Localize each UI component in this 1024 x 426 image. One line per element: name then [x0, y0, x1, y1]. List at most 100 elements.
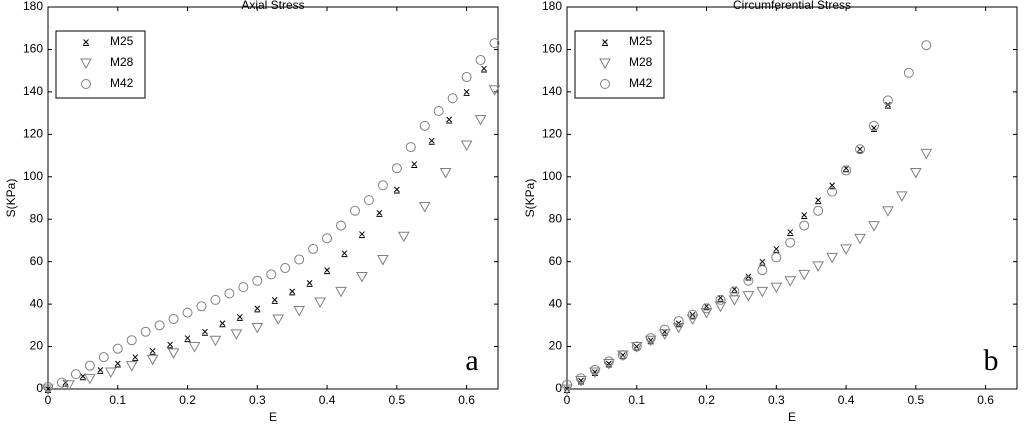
data-point — [112, 343, 123, 354]
data-point — [56, 377, 67, 388]
y-tick-label: 180 — [23, 0, 43, 13]
data-point — [447, 93, 458, 104]
data-point — [132, 354, 139, 362]
data-point — [728, 295, 741, 306]
data-point — [784, 276, 797, 287]
data-point — [251, 322, 264, 334]
legend-box — [55, 30, 146, 99]
data-point — [815, 197, 822, 205]
data-point — [377, 180, 388, 191]
data-point — [799, 220, 810, 231]
y-tick-label: 100 — [542, 169, 562, 183]
data-point — [97, 367, 104, 374]
data-point — [154, 320, 165, 331]
data-point — [701, 303, 712, 314]
data-point — [188, 342, 201, 353]
x-tick-label: 0.2 — [698, 393, 715, 407]
data-point — [428, 137, 435, 145]
data-point — [224, 288, 235, 299]
legend-marker — [600, 79, 610, 89]
legend-label: M28 — [110, 55, 134, 69]
data-point — [98, 352, 109, 363]
legend-label: M25 — [110, 34, 134, 48]
data-point — [146, 354, 159, 366]
data-point — [743, 275, 754, 286]
data-point — [308, 243, 319, 254]
y-tick-label: 40 — [30, 296, 44, 310]
data-point — [43, 381, 53, 392]
data-point — [770, 282, 783, 294]
x-tick-label: 0.1 — [628, 393, 645, 407]
y-tick-label: 140 — [23, 84, 43, 98]
data-point — [460, 140, 473, 151]
data-point — [266, 269, 277, 280]
data-point — [798, 269, 811, 281]
data-point — [882, 95, 893, 106]
x-tick-label: 0.5 — [388, 393, 405, 407]
y-tick-label: 140 — [542, 84, 562, 98]
chart-title: Circumferential Stress — [733, 0, 851, 12]
data-point — [488, 85, 501, 96]
data-point — [201, 328, 208, 336]
y-tick-label: 60 — [549, 254, 563, 268]
data-point — [182, 307, 193, 318]
data-point — [773, 246, 780, 253]
y-tick-label: 120 — [542, 127, 562, 141]
chart-title: Axial Stress — [241, 0, 304, 12]
data-point — [813, 205, 824, 216]
data-point — [230, 329, 243, 340]
data-point — [349, 205, 360, 216]
data-point — [219, 320, 226, 328]
data-point — [771, 252, 782, 263]
data-point — [686, 314, 699, 325]
data-point — [236, 313, 243, 321]
data-point — [840, 244, 852, 255]
data-point — [391, 163, 402, 174]
data-point — [757, 265, 768, 276]
data-point — [475, 55, 486, 66]
data-point — [70, 369, 81, 380]
data-point — [289, 288, 296, 296]
data-point — [377, 255, 389, 266]
y-tick-label: 80 — [549, 211, 563, 225]
x-tick-label: 0.6 — [458, 393, 475, 407]
x-tick-label: 0.5 — [907, 393, 924, 407]
x-tick-label: 0.1 — [109, 393, 126, 407]
data-point — [125, 361, 138, 372]
data-point — [589, 364, 600, 375]
legend-label: M28 — [629, 55, 653, 69]
data-point — [826, 252, 838, 264]
y-tick-label: 180 — [542, 0, 562, 13]
data-point — [687, 309, 698, 320]
data-point — [715, 294, 726, 305]
legend-marker — [81, 79, 91, 89]
y-tick-label: 160 — [23, 42, 43, 56]
data-point — [854, 233, 866, 245]
data-point — [868, 221, 880, 232]
data-point — [209, 335, 222, 347]
data-point — [314, 297, 326, 309]
data-point — [920, 148, 933, 160]
x-tick-label: 0.3 — [768, 393, 785, 407]
data-point — [293, 305, 306, 317]
legend-marker — [602, 39, 608, 46]
data-point — [759, 258, 766, 266]
data-point — [254, 305, 261, 313]
x-tick-label: 0.4 — [319, 393, 336, 407]
panel-label: a — [465, 344, 478, 377]
x-axis-label: E — [788, 410, 796, 424]
y-tick-label: 0 — [36, 381, 43, 395]
data-point — [167, 348, 180, 359]
data-point — [168, 313, 179, 324]
data-point — [658, 329, 671, 340]
data-point — [272, 314, 285, 325]
panel-label: b — [984, 344, 999, 377]
data-point — [644, 335, 657, 347]
data-point — [419, 120, 430, 131]
x-tick-label: 0 — [45, 393, 52, 407]
x-axis-label: E — [269, 410, 277, 424]
legend-label: M42 — [110, 76, 134, 90]
data-point — [140, 326, 151, 337]
data-point — [855, 144, 866, 155]
